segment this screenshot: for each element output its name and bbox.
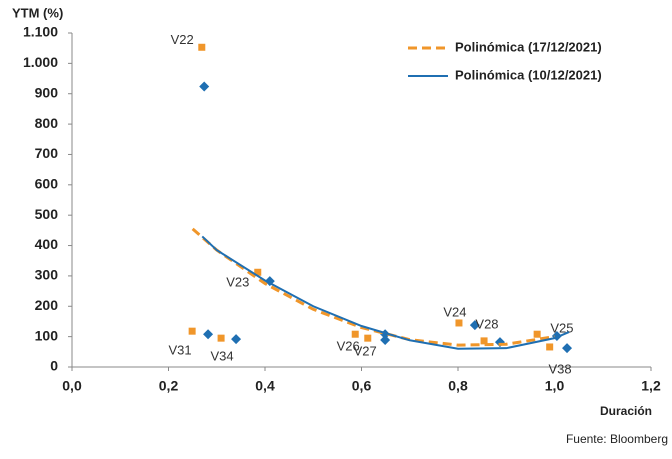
y-tick-label: 1.000 [23,54,58,70]
x-tick-label: 1,2 [641,378,661,394]
legend-label: Polinómica (10/12/2021) [455,67,602,82]
trend-line [201,235,570,350]
point [254,268,262,276]
point [380,334,391,345]
point-label: V25 [550,320,573,335]
y-tick-label: 500 [35,206,59,222]
point-label: V23 [226,275,249,290]
point [480,337,488,345]
y-tick-label: 300 [35,267,59,283]
legend-label: Polinómica (17/12/2021) [455,39,602,54]
point [188,327,196,335]
x-tick-label: 0,0 [62,378,82,394]
point [203,329,214,340]
y-tick-label: 0 [50,358,58,374]
point [562,343,573,354]
y-tick-label: 100 [35,327,59,343]
point [546,343,554,351]
x-tick-label: 0,6 [352,378,372,394]
y-tick-label: 900 [35,84,59,100]
y-tick-label: 600 [35,176,59,192]
y-tick-label: 800 [35,115,59,131]
y-tick-label: 200 [35,297,59,313]
x-axis-label: Duración [600,404,652,418]
y-tick-label: 400 [35,236,59,252]
point-label: V22 [171,32,194,47]
point-label: V27 [354,343,377,358]
point-label: V24 [443,305,466,320]
x-tick-label: 0,8 [448,378,468,394]
y-tick-label: 700 [35,145,59,161]
point-label: V34 [210,349,233,364]
y-tick-label: 1.100 [23,24,58,40]
point [469,320,480,331]
point [351,330,359,338]
point [231,334,242,345]
point [455,319,463,327]
point [364,334,372,342]
point [533,330,541,338]
point-label: V38 [548,362,571,377]
point [198,43,206,51]
y-axis-label: YTM (%) [12,5,63,20]
point-label: V31 [168,343,191,358]
x-tick-label: 0,4 [255,378,275,394]
point-label: V26 [337,339,360,354]
x-tick-label: 1,0 [545,378,565,394]
point [217,334,225,342]
point-label: V28 [475,317,498,332]
x-tick-label: 0,2 [159,378,179,394]
trend-line [191,227,555,347]
point [199,81,210,92]
source: Fuente: Bloomberg [566,432,668,446]
